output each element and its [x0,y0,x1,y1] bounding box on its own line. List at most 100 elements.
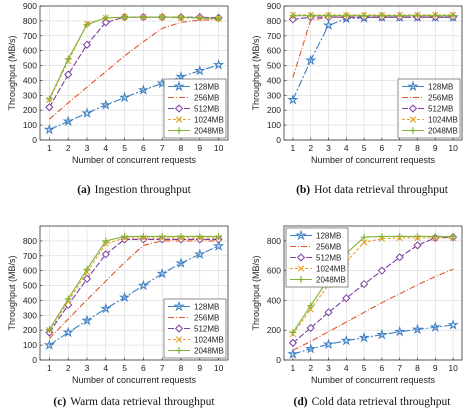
x-tick-label: 5 [122,363,127,373]
data-point-2048MB [414,233,421,240]
x-axis-label: Number of concurrent requests [311,375,436,385]
data-point-2048MB [140,13,147,21]
x-tick-label: 5 [362,363,367,373]
y-axis-label: Throughput (MB/s) [251,255,261,330]
legend-label: 512MB [316,254,341,263]
x-tick-label: 9 [433,143,438,153]
x-tick-label: 10 [448,363,458,373]
data-point-128MB [118,291,131,303]
data-point-128MB [156,267,168,279]
legend-label: 128MB [194,83,219,92]
x-tick-label: 10 [448,143,458,153]
data-point-128MB [43,123,56,135]
legend-marker-128MB [173,80,185,92]
data-point-128MB [305,54,317,66]
data-point-128MB [175,257,187,269]
data-point-2048MB [177,233,185,240]
x-tick-label: 2 [308,363,313,373]
caption-text: Ingestion throughput [95,184,192,196]
data-point-2048MB [307,302,315,310]
data-point-512MB [359,279,369,289]
legend-label: 256MB [194,94,219,103]
data-point-512MB [101,18,110,27]
y-tick-label: 0 [276,135,281,145]
legend-marker-2048MB [409,127,417,134]
data-point-2048MB [289,12,297,20]
data-point-2048MB [396,233,404,240]
x-tick-label: 3 [85,143,90,153]
y-tick-label: 900 [23,1,37,11]
data-point-128MB [137,84,150,95]
legend-marker-512MB [296,253,306,262]
data-point-128MB [175,70,187,82]
data-point-2048MB [46,95,53,103]
x-tick-label: 4 [344,143,349,153]
y-axis-label: Throughput (MB/s) [7,255,17,330]
legend-marker-128MB [295,229,307,241]
data-point-128MB [394,325,406,337]
legend-label: 128MB [316,232,341,241]
y-tick-label: 100 [23,120,37,130]
y-tick-label: 800 [23,16,37,26]
data-point-512MB [82,40,92,49]
data-point-128MB [118,91,131,103]
series-256MB [292,268,454,351]
caption-text: Hot data retrieval throughput [314,184,449,196]
x-tick-label: 10 [214,363,224,373]
data-point-128MB [340,334,352,346]
data-point-1024MB [360,239,368,246]
y-tick-label: 300 [23,310,37,320]
data-point-2048MB [431,233,439,240]
x-tick-label: 6 [141,363,146,373]
data-point-512MB [324,308,333,317]
series-line-512MB [48,238,219,333]
data-point-128MB [358,331,370,343]
y-tick-label: 800 [267,236,281,246]
x-tick-label: 5 [122,143,127,153]
y-tick-label: 100 [267,120,281,130]
y-tick-label: 700 [267,31,281,41]
series-2048MB [46,233,222,333]
series-line-2048MB [48,235,219,330]
legend-box [397,78,461,139]
caption-tag: (b) [296,184,310,196]
legend-label: 256MB [428,94,453,103]
x-tick-label: 3 [326,143,331,153]
x-tick-label: 9 [197,143,202,153]
y-axis-label: Throughput (MB/s) [251,35,261,110]
chart-panel-a: 1 2 3 4 5 6 7 8 9 100100200300400500600700800900N… [7,1,229,196]
legend-label: 2048MB [316,276,346,285]
data-point-2048MB [378,233,386,240]
legend-label: 512MB [194,105,219,114]
legend-box [285,227,349,288]
legend-box [163,78,227,139]
plot-frame [283,225,463,361]
series-2048MB [289,12,457,20]
y-tick-label: 900 [267,1,281,11]
data-point-2048MB [431,12,439,20]
x-tick-label: 1 [291,363,296,373]
x-tick-label: 8 [415,363,420,373]
x-tick-label: 7 [397,143,402,153]
data-point-512MB [64,70,73,79]
data-point-2048MB [215,233,222,240]
chart-panel-b: 1 2 3 4 5 6 7 8 9 100100200300400500600700800900N… [251,1,463,196]
caption-text: Cold data retrieval throughput [312,396,452,408]
data-point-128MB [305,342,317,354]
data-point-512MB [288,338,298,347]
data-point-2048MB [158,233,166,240]
data-point-2048MB [121,13,128,21]
data-point-2048MB [360,12,368,20]
y-tick-label: 600 [23,46,37,56]
series-line-2048MB [292,235,454,333]
x-tick-label: 9 [433,363,438,373]
data-point-128MB [62,115,74,127]
data-point-2048MB [196,14,204,22]
plot-frame [283,5,463,141]
y-tick-label: 400 [23,295,37,305]
data-point-128MB [212,58,225,70]
series-line-128MB [49,64,219,131]
x-tick-label: 7 [160,363,165,373]
legend-marker-512MB [174,324,184,333]
data-point-2048MB [64,55,72,63]
